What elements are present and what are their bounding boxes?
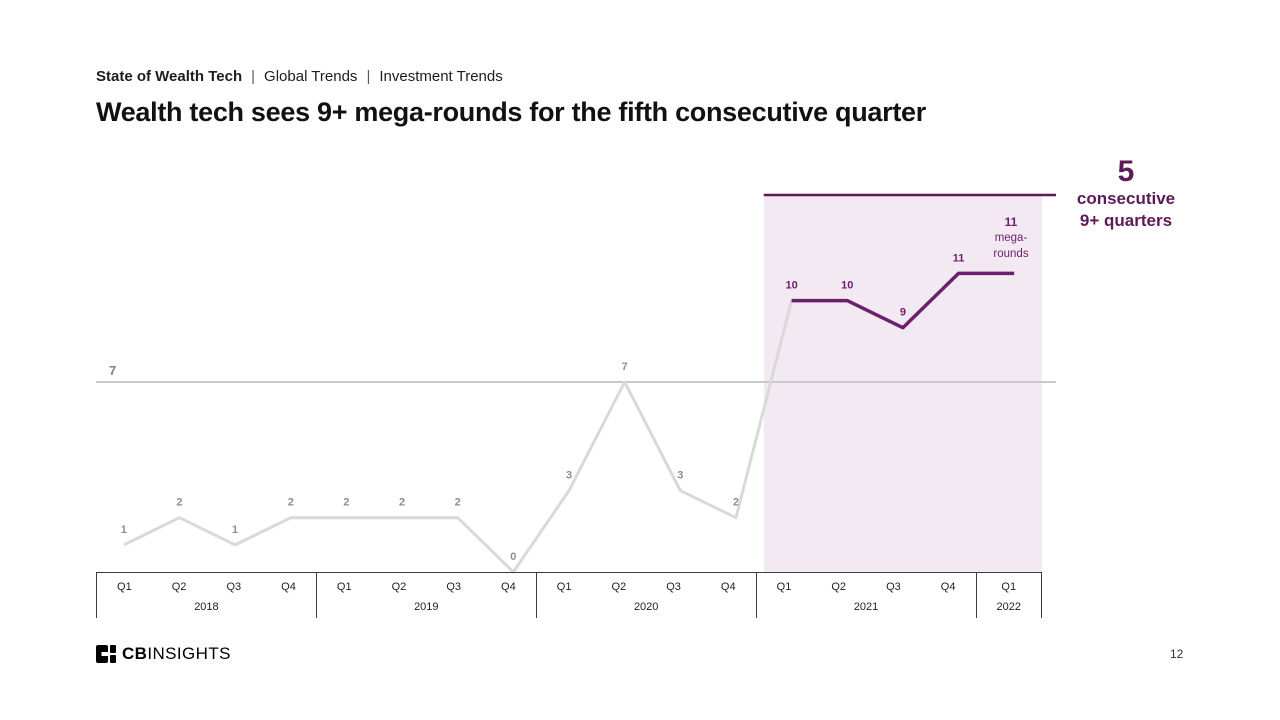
axis-quarter-label: Q3 [446,581,462,593]
breadcrumb-subsection: Investment Trends [379,68,503,85]
cbinsights-logo: CBINSIGHTS [96,644,231,664]
axis-year-group: Q1 Q2 Q3 Q4 2018 [97,573,317,618]
axis-year-group: Q1 Q2 Q3 Q4 2021 [757,573,977,618]
axis-quarter-row: Q1 Q2 Q3 Q4 [757,573,976,601]
axis-year-label: 2022 [996,601,1021,613]
cbinsights-logo-icon [96,645,116,663]
axis-quarter-label: Q4 [501,581,516,593]
axis-quarter-label: Q3 [666,581,681,593]
page-number: 12 [1170,647,1184,661]
data-label: 2 [288,497,294,509]
axis-quarter-label: Q1 [336,581,352,593]
axis-quarter-row: Q1 Q2 Q3 Q4 [537,573,756,601]
data-label: 7 [622,361,628,373]
axis-year-label: 2019 [414,601,439,613]
streak-label-line: consecutive [1076,189,1176,208]
axis-quarter-label: Q2 [831,581,847,593]
data-label: 10 [785,280,797,292]
data-label: 9 [900,307,906,319]
axis-quarter-label: Q1 [1001,581,1017,593]
axis-year-group: Q1 Q2 Q3 Q4 2019 [317,573,537,618]
breadcrumb-separator: | [366,68,371,85]
data-label: 3 [677,470,683,482]
logo-text: CBINSIGHTS [122,644,231,664]
axis-quarter-label: Q4 [281,581,296,593]
data-label: 11 [953,252,965,264]
axis-quarter-label: Q4 [940,581,956,593]
axis-quarter-row: Q1 Q2 Q3 Q4 [317,573,536,601]
axis-quarter-label: Q1 [117,581,132,593]
last-point-label-line: mega- [994,232,1028,244]
data-label: 1 [121,524,127,536]
breadcrumb-section: Global Trends [264,68,358,85]
streak-count: 5 [1117,155,1135,188]
axis-quarter-row: Q1 [977,573,1042,601]
last-point-label: 11 mega- rounds [981,214,1041,262]
axis-quarter-label: Q2 [391,581,407,593]
axis-quarter-label: Q3 [226,581,242,593]
data-label: 2 [733,497,739,509]
logo-text-bold: CB [122,644,148,663]
axis-quarter-label: Q1 [556,581,572,593]
axis-quarter-label: Q3 [886,581,901,593]
data-label: 2 [399,497,405,509]
axis-quarter-label: Q2 [171,581,187,593]
breadcrumb-report-name: State of Wealth Tech [96,68,243,85]
data-label: 3 [566,470,572,482]
axis-year-group: Q1 Q2 Q3 Q4 2020 [537,573,757,618]
axis-year-label: 2020 [633,601,659,613]
page-title: Wealth tech sees 9+ mega-rounds for the … [96,97,926,127]
reference-line-label: 7 [109,363,116,378]
line-series-gray [123,300,794,574]
data-label: 1 [232,524,238,536]
streak-label-line: 9+ quarters [1079,211,1173,230]
breadcrumb: State of Wealth Tech | Global Trends | I… [96,68,503,85]
axis-quarter-row: Q1 Q2 Q3 Q4 [97,573,316,601]
data-label: 10 [841,280,853,292]
axis-quarter-label: Q4 [720,581,736,593]
highlight-region-2021-2022 [763,195,1042,572]
last-point-value: 11 [1004,215,1018,229]
data-label: 2 [343,497,349,509]
data-label: 2 [455,497,461,509]
axis-year-label: 2021 [853,601,879,613]
streak-annotation: 5 consecutive 9+ quarters [1066,156,1186,232]
breadcrumb-separator: | [251,68,256,85]
last-point-label-line: rounds [993,248,1029,260]
axis-quarter-label: Q2 [611,581,627,593]
axis-quarter-label: Q1 [776,581,792,593]
x-axis-table: Q1 Q2 Q3 Q4 2018 Q1 Q2 Q3 Q4 2019 Q1 Q2 Q3 Q4 2020 Q1 Q2… [96,572,1043,618]
logo-text-light: INSIGHTS [147,644,231,663]
axis-year-group: Q1 2022 [977,573,1043,618]
axis-year-label: 2018 [194,601,219,613]
line-series-purple [791,271,1015,330]
data-label: 0 [510,551,516,563]
data-label: 2 [176,497,182,509]
